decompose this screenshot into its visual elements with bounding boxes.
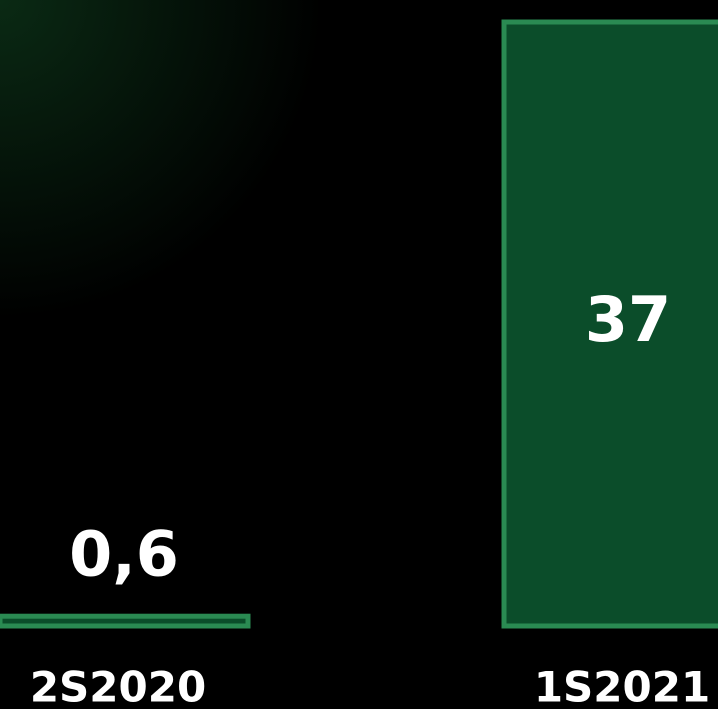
x-tick-label: 2S2020 — [30, 663, 206, 709]
bar — [501, 19, 718, 629]
bar — [0, 613, 251, 629]
value-label: 0,6 — [69, 517, 179, 590]
x-tick-label: 1S2021 — [534, 663, 710, 709]
value-label: 37 — [585, 283, 671, 356]
